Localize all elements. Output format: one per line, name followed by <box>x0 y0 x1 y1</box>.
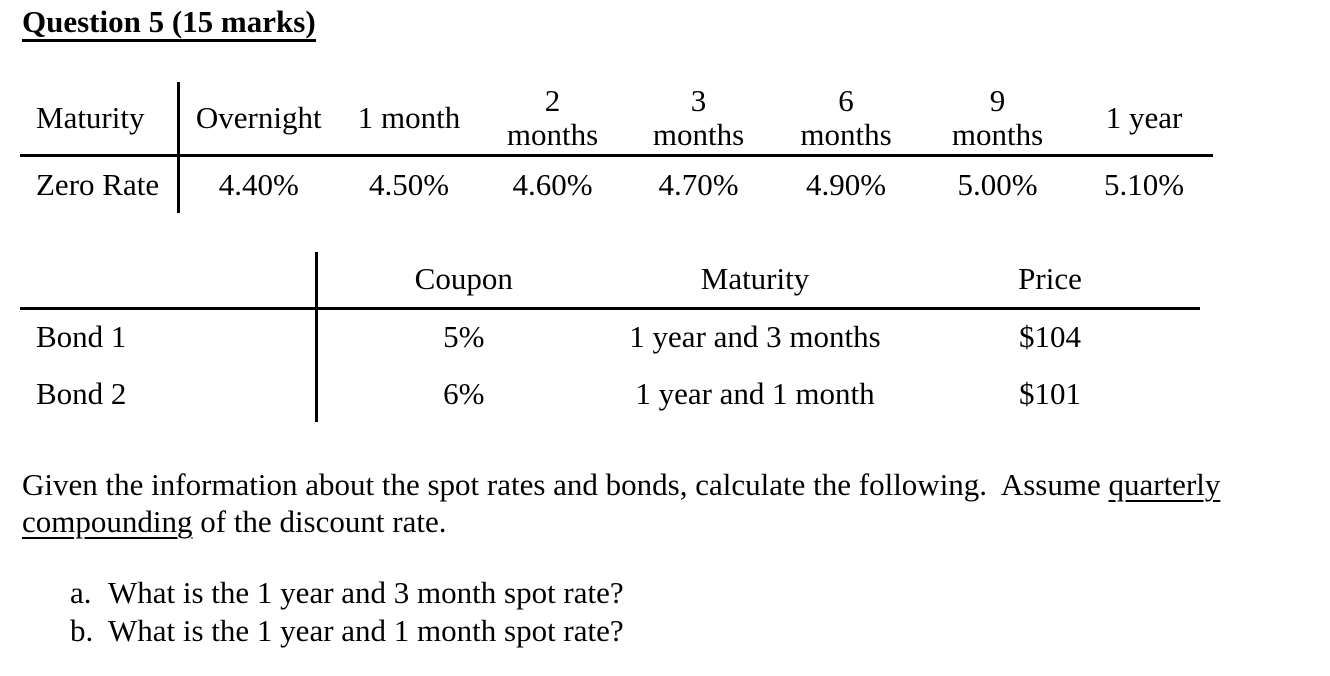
question-text: What is the 1 year and 3 month spot rate… <box>108 575 624 610</box>
instructions-text: of the discount rate. <box>192 504 447 539</box>
underlined-term-quarterly: quarterly <box>1108 467 1221 502</box>
maturity-col-header: 6 months <box>772 82 920 157</box>
bonds-table: Coupon Maturity Price Bond 1 5% 1 year a… <box>20 252 1200 422</box>
zero-rate-value: 4.50% <box>368 166 450 202</box>
zero-rate-value: 4.90% <box>805 166 887 202</box>
zero-rate-value: 4.40% <box>218 166 299 202</box>
bond-row: Bond 2 6% 1 year and 1 month $101 <box>20 365 1200 422</box>
coupon-col-header: Coupon <box>316 252 610 310</box>
zero-rate-value: 4.70% <box>658 166 739 202</box>
maturity-col-header: 1 month <box>338 82 480 157</box>
maturity-col-header: Maturity <box>610 252 900 310</box>
bond-price: $101 <box>1019 375 1081 411</box>
maturity-col-header: Overnight <box>178 82 338 157</box>
bonds-corner-cell <box>20 252 318 310</box>
question-item-b: b. What is the 1 year and 1 month spot ra… <box>70 612 624 650</box>
bond-coupon: 6% <box>443 375 485 411</box>
bond-name: Bond 2 <box>20 365 318 422</box>
underlined-term-compounding: compounding <box>22 504 193 539</box>
instructions-paragraph: Given the information about the spot rat… <box>22 466 1302 540</box>
zero-rate-value: 4.60% <box>512 166 593 202</box>
zero-rates-table: Maturity Overnight 1 month 2 months 3 mo… <box>20 82 1213 213</box>
bonds-header-row: Coupon Maturity Price <box>20 252 1200 310</box>
question-marker: b. <box>70 613 94 648</box>
question-item-a: a. What is the 1 year and 3 month spot ra… <box>70 574 624 612</box>
question-list: a. What is the 1 year and 3 month spot ra… <box>70 574 624 650</box>
question-text: What is the 1 year and 1 month spot rate… <box>108 613 624 648</box>
instructions-text: Given the information about the spot rat… <box>22 467 1109 502</box>
maturity-col-header: 2 months <box>480 82 625 157</box>
maturity-col-header: 3 months <box>625 82 772 157</box>
bond-name: Bond 1 <box>20 308 318 365</box>
zero-rate-value: 5.00% <box>957 166 1038 202</box>
zero-rate-row-label: Zero Rate <box>20 155 180 213</box>
price-col-header: Price <box>900 252 1200 310</box>
zero-rate-row: Zero Rate 4.40% 4.50% 4.60% 4.70% 4.90% … <box>20 155 1213 213</box>
question-title: Question 5 (15 marks) <box>22 6 316 42</box>
bond-maturity: 1 year and 3 months <box>629 319 881 355</box>
rates-header-row: Maturity Overnight 1 month 2 months 3 mo… <box>20 82 1213 157</box>
bond-maturity: 1 year and 1 month <box>635 375 875 411</box>
bond-row: Bond 1 5% 1 year and 3 months $104 <box>20 308 1200 365</box>
maturity-row-label: Maturity <box>20 82 180 157</box>
bond-coupon: 5% <box>443 319 485 355</box>
maturity-col-header: 1 year <box>1075 82 1213 157</box>
question-marker: a. <box>70 575 92 610</box>
zero-rate-value: 5.10% <box>1103 166 1185 202</box>
bond-price: $104 <box>1019 319 1081 355</box>
maturity-col-header: 9 months <box>920 82 1075 157</box>
